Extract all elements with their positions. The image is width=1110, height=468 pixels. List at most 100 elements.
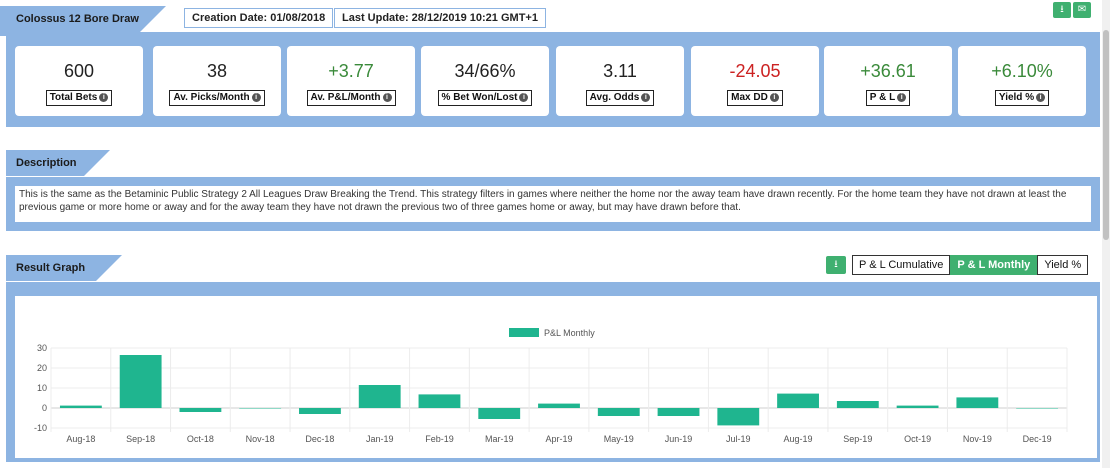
- bar: [956, 397, 999, 408]
- bar: [239, 408, 282, 409]
- x-tick-label: Nov-18: [246, 434, 275, 444]
- result-graph-panel: 30 20 10 0 -10 Aug-18 Sep-18 Oct-18 Nov-18 Dec-18…: [6, 282, 1100, 462]
- scrollbar[interactable]: [1102, 0, 1110, 468]
- info-icon[interactable]: i: [99, 92, 109, 102]
- stat-card: 38 Av. Picks/Month i: [153, 46, 281, 116]
- bar: [597, 408, 640, 416]
- stat-card: +3.77 Av. P&L/Month i: [287, 46, 415, 116]
- stat-label[interactable]: Yield % i: [994, 90, 1050, 106]
- bar: [478, 408, 521, 419]
- description-text: This is the same as the Betaminic Public…: [15, 186, 1091, 222]
- stat-value: +3.77: [328, 61, 374, 81]
- graph-mode-button[interactable]: Yield %: [1037, 255, 1089, 275]
- x-tick-label: Jun-19: [665, 434, 693, 444]
- info-icon[interactable]: i: [897, 92, 907, 102]
- result-graph-title: Result Graph: [16, 262, 86, 274]
- x-tick-label: Sep-19: [843, 434, 872, 444]
- email-icon[interactable]: ✉: [1073, 2, 1091, 18]
- x-tick-label: Apr-19: [545, 434, 572, 444]
- bar: [418, 394, 461, 408]
- x-tick-label: Nov-19: [963, 434, 992, 444]
- x-tick-label: Jan-19: [366, 434, 394, 444]
- creation-date: Creation Date: 01/08/2018: [184, 8, 334, 28]
- chart-download-icon[interactable]: ⭳: [826, 256, 846, 274]
- stat-label-text: Total Bets: [49, 92, 98, 103]
- bar: [1016, 408, 1059, 409]
- stat-card: 600 Total Bets i: [15, 46, 143, 116]
- stat-value: 38: [206, 61, 228, 81]
- y-tick-label: 10: [37, 383, 47, 393]
- stat-card: 34/66% % Bet Won/Lost i: [421, 46, 549, 116]
- x-tick-label: Dec-19: [1023, 434, 1052, 444]
- graph-mode-button[interactable]: P & L Monthly: [950, 255, 1038, 275]
- stat-value: 600: [63, 61, 95, 81]
- header-divider: [0, 32, 1100, 36]
- stat-value: -24.05: [729, 61, 781, 81]
- bar: [179, 408, 222, 412]
- bar: [358, 385, 401, 408]
- legend-label: P&L Monthly: [544, 328, 595, 338]
- result-graph-tab: Result Graph: [6, 255, 122, 281]
- bar: [896, 405, 939, 408]
- y-tick-label: -10: [34, 423, 47, 433]
- stat-card: 3.11 Avg. Odds i: [556, 46, 684, 116]
- info-icon[interactable]: i: [251, 92, 261, 102]
- x-tick-label: Oct-19: [904, 434, 931, 444]
- x-tick-label: Dec-18: [305, 434, 334, 444]
- last-update: Last Update: 28/12/2019 10:21 GMT+1: [334, 8, 546, 28]
- stat-label-text: Max DD: [731, 92, 768, 103]
- bar: [717, 408, 760, 426]
- info-icon[interactable]: i: [382, 92, 392, 102]
- bar: [299, 408, 341, 414]
- stat-label-text: P & L: [869, 92, 896, 103]
- legend-swatch: [509, 328, 539, 337]
- y-tick-label: 0: [42, 403, 47, 413]
- stat-value: 34/66%: [454, 61, 516, 81]
- stats-panel: 600 Total Bets i 38 Av. Picks/Month i +3.77 Av.…: [6, 36, 1100, 127]
- bar: [657, 408, 700, 416]
- y-tick-label: 30: [37, 343, 47, 353]
- x-tick-label: Feb-19: [425, 434, 454, 444]
- stat-label-text: Av. P&L/Month: [310, 92, 381, 103]
- stat-label-text: Yield %: [998, 92, 1035, 103]
- stat-label[interactable]: Av. P&L/Month i: [306, 90, 396, 106]
- x-tick-label: Mar-19: [485, 434, 514, 444]
- description-panel: This is the same as the Betaminic Public…: [6, 177, 1100, 231]
- info-icon[interactable]: i: [641, 92, 651, 102]
- strategy-name: Colossus 12 Bore Draw: [16, 13, 139, 25]
- bar: [538, 403, 580, 408]
- graph-mode-button[interactable]: P & L Cumulative: [852, 255, 951, 275]
- info-icon[interactable]: i: [769, 92, 779, 102]
- stat-label-text: % Bet Won/Lost: [441, 92, 518, 103]
- x-tick-label: May-19: [604, 434, 634, 444]
- stat-label[interactable]: % Bet Won/Lost i: [437, 90, 533, 106]
- stat-label[interactable]: Av. Picks/Month i: [169, 90, 265, 106]
- graph-mode-toggle: P & L Cumulative P & L Monthly Yield %: [852, 255, 1089, 275]
- bar: [777, 393, 819, 408]
- stat-label[interactable]: Total Bets i: [45, 90, 113, 106]
- stat-label[interactable]: Max DD i: [727, 90, 783, 106]
- stat-value: +6.10%: [991, 61, 1053, 81]
- y-tick-label: 20: [37, 363, 47, 373]
- info-icon[interactable]: i: [519, 92, 529, 102]
- bar: [119, 355, 162, 408]
- strategy-name-tab: Colossus 12 Bore Draw: [0, 6, 166, 32]
- stat-card: -24.05 Max DD i: [691, 46, 819, 116]
- pl-monthly-chart: 30 20 10 0 -10 Aug-18 Sep-18 Oct-18 Nov-18 Dec-18…: [34, 328, 1068, 444]
- x-tick-label: Aug-19: [784, 434, 813, 444]
- x-tick-label: Oct-18: [187, 434, 214, 444]
- stat-label-text: Av. Picks/Month: [173, 92, 250, 103]
- stat-value: +36.61: [860, 61, 916, 81]
- description-title: Description: [16, 157, 77, 169]
- download-icon[interactable]: ⭳: [1053, 2, 1071, 18]
- description-tab: Description: [6, 150, 110, 176]
- x-tick-label: Aug-18: [66, 434, 95, 444]
- bar: [836, 401, 879, 408]
- scrollbar-thumb[interactable]: [1103, 30, 1109, 240]
- stat-value: 3.11: [603, 61, 637, 81]
- stat-card: +6.10% Yield % i: [958, 46, 1086, 116]
- info-icon[interactable]: i: [1036, 92, 1046, 102]
- stat-label[interactable]: Avg. Odds i: [585, 90, 655, 106]
